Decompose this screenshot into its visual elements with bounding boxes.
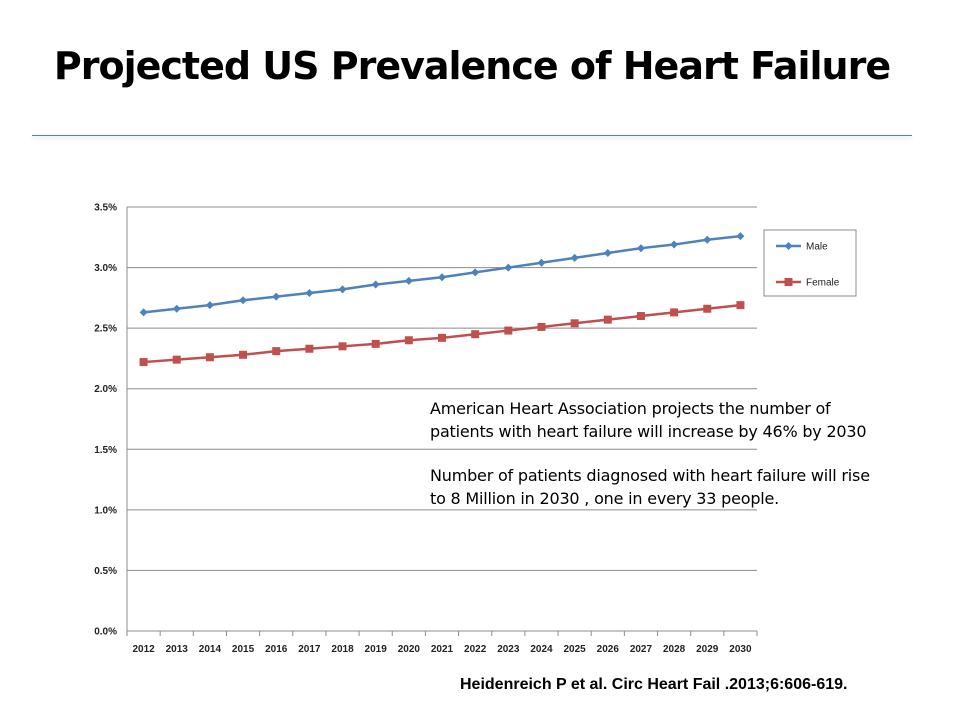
legend-label-female: Female — [806, 278, 840, 289]
legend-box — [763, 229, 857, 297]
data-point-male — [338, 285, 347, 294]
x-tick-label: 2013 — [166, 644, 189, 655]
x-tick-label: 2022 — [464, 644, 487, 655]
data-point-male — [404, 276, 413, 285]
y-tick-label: 1.5% — [94, 445, 117, 456]
x-tick-label: 2029 — [696, 644, 719, 655]
data-point-female — [338, 342, 347, 351]
data-point-male — [636, 244, 645, 253]
chart-gridlines — [127, 206, 757, 571]
data-point-male — [504, 263, 513, 272]
data-point-female — [670, 308, 679, 317]
data-point-male — [570, 253, 579, 262]
data-point-male — [205, 301, 214, 310]
x-tick-label: 2016 — [265, 644, 288, 655]
data-point-male — [371, 280, 380, 289]
data-point-male — [736, 232, 745, 241]
data-point-female — [371, 339, 380, 348]
x-tick-label: 2021 — [431, 644, 454, 655]
data-point-female — [205, 353, 214, 362]
data-point-male — [703, 235, 712, 244]
x-tick-label: 2028 — [663, 644, 686, 655]
data-point-male — [670, 240, 679, 249]
series-line-female — [143, 303, 741, 364]
data-point-female — [272, 347, 281, 356]
x-tick-label: 2020 — [398, 644, 421, 655]
legend-label-male: Male — [806, 242, 828, 253]
chart-legend: Male Female — [763, 229, 857, 297]
data-point-male — [438, 273, 446, 282]
series-female — [139, 301, 745, 367]
annotation-paragraph-patients: Number of patients diagnosed with heart … — [430, 466, 870, 508]
y-tick-label: 3.0% — [94, 263, 117, 274]
annotation-text-box: American Heart Association projects the … — [430, 398, 875, 510]
data-point-female — [703, 304, 712, 313]
data-point-male — [603, 249, 612, 258]
data-point-female — [404, 336, 413, 345]
data-point-female — [239, 350, 248, 359]
data-point-male — [471, 268, 480, 277]
x-tick-label: 2014 — [199, 644, 222, 655]
x-tick-label: 2012 — [132, 644, 155, 655]
x-tick-label: 2025 — [564, 644, 587, 655]
y-tick-label: 0.0% — [94, 627, 117, 638]
citation: Heidenreich P et al. Circ Heart Fail .20… — [460, 676, 848, 693]
x-tick-label: 2024 — [530, 644, 553, 655]
annotation-paragraph-projection: American Heart Association projects the … — [430, 399, 867, 441]
legend-marker-female — [784, 278, 793, 286]
title-divider — [32, 135, 912, 136]
data-point-female — [172, 355, 181, 364]
x-tick-label: 2027 — [630, 644, 653, 655]
data-point-male — [139, 308, 148, 317]
data-point-female — [471, 330, 480, 339]
series-male — [139, 232, 745, 317]
data-point-female — [636, 312, 645, 321]
x-tick-label: 2017 — [298, 644, 321, 655]
data-point-male — [239, 296, 248, 305]
data-point-male — [305, 289, 314, 298]
y-tick-label: 0.5% — [94, 566, 117, 577]
x-tick-label: 2026 — [597, 644, 620, 655]
data-point-female — [603, 315, 612, 324]
legend-marker-male — [784, 242, 793, 250]
x-tick-label: 2030 — [729, 644, 752, 655]
y-tick-label: 1.0% — [94, 505, 117, 516]
y-tick-label: 3.5% — [94, 203, 117, 214]
x-tick-label: 2023 — [497, 644, 520, 655]
data-point-female — [438, 333, 446, 342]
chart-series — [139, 232, 745, 367]
data-point-female — [537, 322, 546, 331]
y-tick-label: 2.0% — [94, 384, 117, 395]
data-point-female — [305, 344, 314, 353]
x-tick-label: 2018 — [331, 644, 354, 655]
x-tick-label: 2015 — [232, 644, 255, 655]
data-point-male — [172, 304, 181, 313]
y-axis-tick-labels: 0.0% 0.5% 1.0% 1.5% 2.0% 2.5% 3.0% 3.5% — [94, 203, 117, 638]
y-tick-label: 2.5% — [94, 324, 117, 335]
data-point-female — [139, 358, 148, 367]
x-tick-label: 2019 — [365, 644, 388, 655]
data-point-female — [736, 301, 745, 310]
data-point-female — [570, 319, 579, 328]
chart-axes — [126, 207, 758, 636]
data-point-female — [504, 326, 513, 335]
x-axis-tick-labels: 2012 2013 2014 2015 2016 2017 2018 2019 2020 2021… — [132, 644, 752, 655]
data-point-male — [272, 292, 281, 301]
slide-title: Projected US Prevalence of Heart Failure — [53, 44, 891, 88]
data-point-male — [537, 258, 546, 267]
